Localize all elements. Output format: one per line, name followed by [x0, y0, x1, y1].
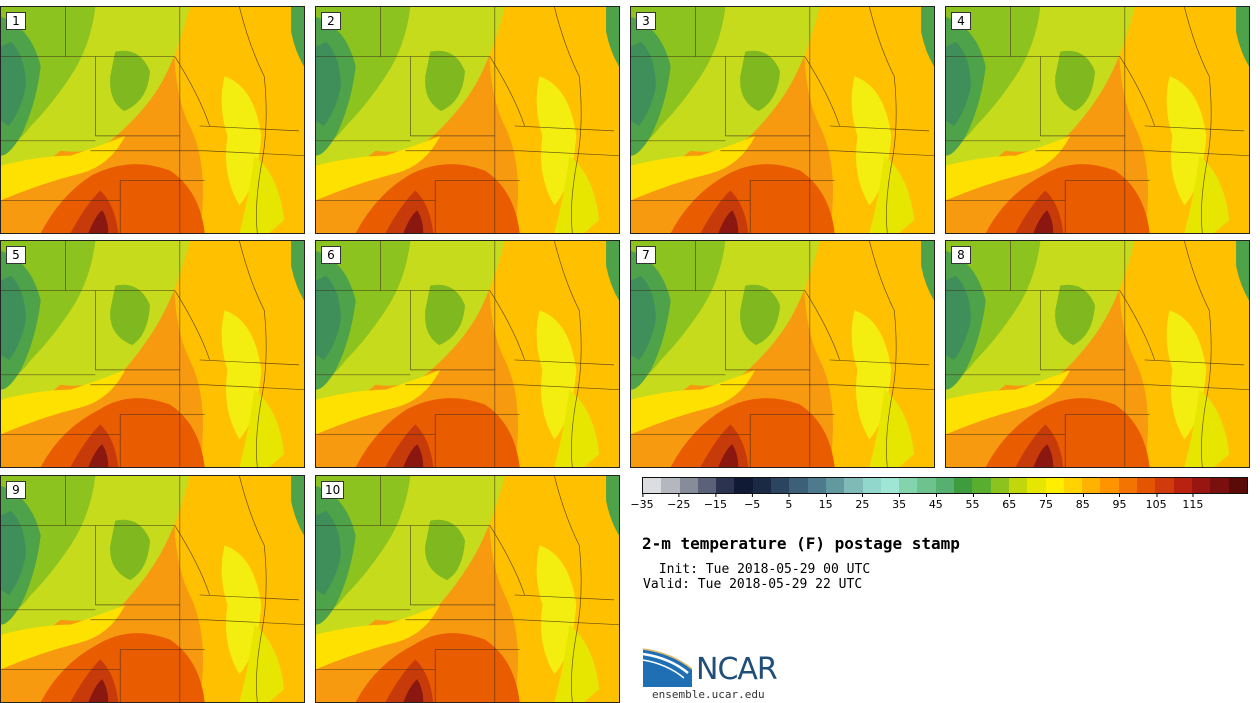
temperature-colorbar [642, 477, 1248, 494]
map-panel-8: 8 [945, 240, 1250, 468]
colorbar-segment [935, 478, 955, 493]
member-number-label: 2 [321, 12, 341, 30]
colorbar-tick-label: 15 [818, 494, 833, 511]
colorbar-segment [716, 478, 735, 493]
colorbar-tick-label: −25 [667, 494, 691, 511]
temperature-field-map [1, 7, 304, 233]
colorbar-segment [661, 478, 680, 493]
map-panel-10: 10 [315, 475, 620, 703]
member-number-label: 8 [951, 246, 971, 264]
temperature-field-map [946, 7, 1249, 233]
map-panel-3: 3 [630, 6, 935, 234]
map-panel-4: 4 [945, 6, 1250, 234]
colorbar-segment [734, 478, 753, 493]
colorbar-tick-label: 35 [892, 494, 907, 511]
colorbar-tick-label: −5 [744, 494, 761, 511]
colorbar-segment [1082, 478, 1101, 493]
member-number-label: 3 [636, 12, 656, 30]
member-number-label: 5 [6, 246, 26, 264]
colorbar-segment [789, 478, 808, 493]
colorbar-tick-labels: −35 −25 −15 −5 5 15 25 35 45 55 65 75 85 95 105 115 [630, 494, 1248, 512]
map-panel-9: 9 [0, 475, 305, 703]
colorbar-segment [1063, 478, 1083, 493]
colorbar-segment [1173, 478, 1192, 493]
colorbar-tick-label: 95 [1112, 494, 1127, 511]
colorbar-segment [1027, 478, 1046, 493]
temperature-field-map [316, 476, 619, 702]
init-time: Init: Tue 2018-05-29 00 UTC [651, 562, 871, 577]
colorbar-segment [917, 478, 936, 493]
ncar-logo-icon [642, 648, 693, 687]
colorbar-segment [1210, 478, 1229, 493]
colorbar-tick-label: 5 [785, 494, 793, 511]
colorbar-segment [1100, 478, 1119, 493]
colorbar-tick-label: −35 [630, 494, 654, 511]
colorbar-segment [1118, 478, 1138, 493]
map-panel-6: 6 [315, 240, 620, 468]
member-number-label: 7 [636, 246, 656, 264]
colorbar-tick-label: 55 [965, 494, 980, 511]
ncar-logo-text: NCAR [696, 652, 778, 687]
colorbar-segment [679, 478, 698, 493]
colorbar-segment [1045, 478, 1064, 493]
temperature-field-map [631, 7, 934, 233]
colorbar-segment [643, 478, 662, 493]
temperature-field-map [316, 241, 619, 467]
member-number-label: 10 [321, 481, 345, 499]
colorbar-segment [899, 478, 918, 493]
colorbar-tick-label: 115 [1182, 494, 1204, 511]
colorbar-segment [1228, 478, 1247, 493]
colorbar-tick-label: 45 [928, 494, 943, 511]
temperature-field-map [1, 241, 304, 467]
colorbar-segment [1008, 478, 1028, 493]
colorbar-segment [862, 478, 881, 493]
colorbar-segment [1155, 478, 1174, 493]
colorbar-segment [1137, 478, 1156, 493]
colorbar-tick-label: 75 [1039, 494, 1053, 511]
colorbar-segment [844, 478, 863, 493]
colorbar-tick-label: 25 [855, 494, 870, 511]
colorbar-segment [697, 478, 717, 493]
colorbar-segment [771, 478, 790, 493]
colorbar-segment [972, 478, 991, 493]
colorbar-segment [880, 478, 900, 493]
temperature-field-map [946, 241, 1249, 467]
member-number-label: 9 [6, 481, 26, 499]
temperature-field-map [631, 241, 934, 467]
colorbar-tick-label: 65 [1002, 494, 1017, 511]
plot-title: 2-m temperature (F) postage stamp [642, 534, 960, 553]
colorbar-segment [825, 478, 845, 493]
colorbar-segment [990, 478, 1009, 493]
website-label: ensemble.ucar.edu [652, 688, 765, 701]
colorbar-segment [807, 478, 826, 493]
map-panel-7: 7 [630, 240, 935, 468]
colorbar-segment [1191, 478, 1211, 493]
colorbar-tick-label: 105 [1145, 494, 1167, 511]
member-number-label: 6 [321, 246, 341, 264]
valid-time: Valid: Tue 2018-05-29 22 UTC [643, 577, 863, 592]
colorbar-tick-label: −15 [703, 494, 728, 511]
map-panel-5: 5 [0, 240, 305, 468]
temperature-field-map [316, 7, 619, 233]
colorbar-segment [752, 478, 772, 493]
temperature-field-map [1, 476, 304, 702]
colorbar-tick-label: 85 [1075, 494, 1090, 511]
member-number-label: 1 [6, 12, 26, 30]
ncar-logo: NCAR [642, 645, 792, 689]
member-number-label: 4 [951, 12, 971, 30]
colorbar-segment [954, 478, 973, 493]
map-panel-1: 1 [0, 6, 305, 234]
map-panel-2: 2 [315, 6, 620, 234]
